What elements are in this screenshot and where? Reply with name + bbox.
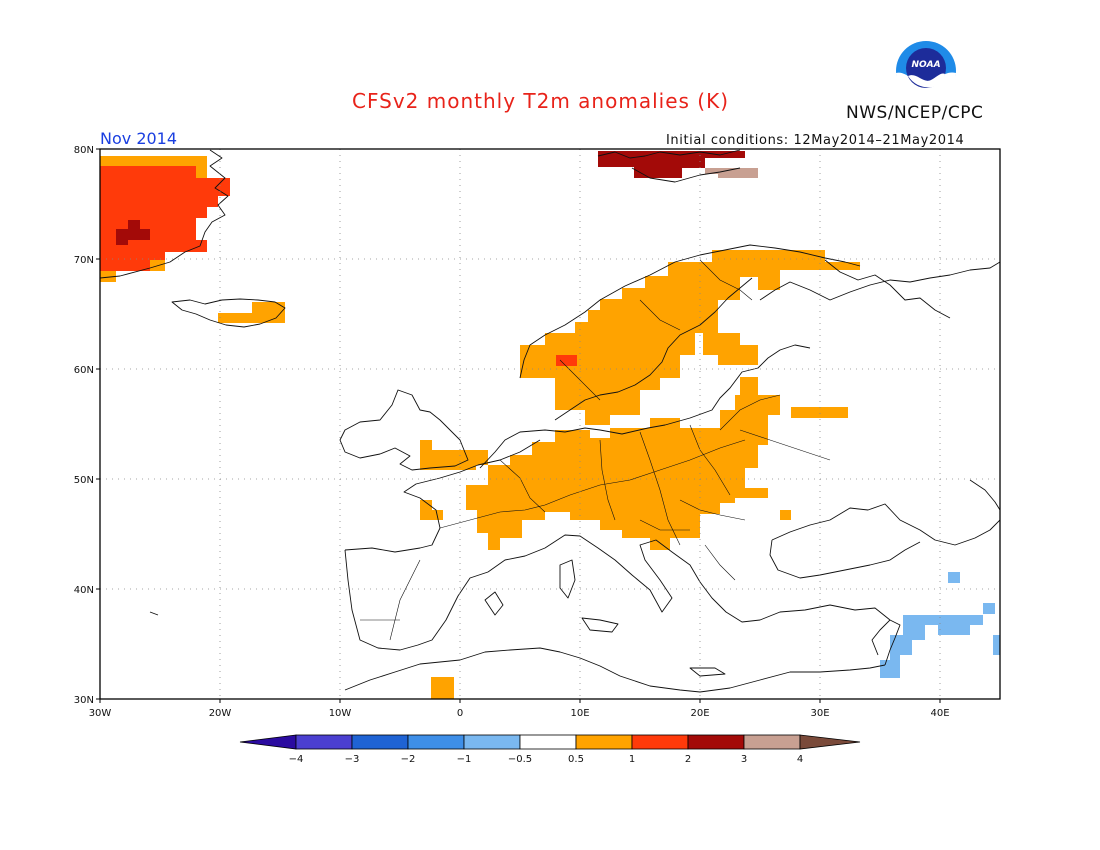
- coastline-black-sea: [769, 503, 1000, 579]
- lon-tick-label: 20W: [209, 708, 232, 719]
- axis-labels: 30N 40N 50N 60N 70N 80N 30W 20W 10W 0 10E 20E 30E 40E: [74, 145, 950, 719]
- anomaly-svalbard-east: [705, 168, 758, 178]
- coastline-caspian: [969, 479, 1000, 511]
- lon-tick-label: 40E: [930, 708, 949, 719]
- anomaly-greenland-east: [100, 166, 230, 282]
- coastline-sweden-east: [554, 277, 753, 421]
- colorbar-label: 2: [685, 754, 691, 765]
- colorbar-swatch: [743, 734, 801, 750]
- anomaly-field: [100, 151, 1000, 699]
- colorbar-swatch: [631, 734, 689, 750]
- initial-conditions: Initial conditions: 12May2014–21May2014: [666, 133, 965, 148]
- colorbar-label: 4: [797, 754, 803, 765]
- coastline-iberia-south: [344, 549, 489, 651]
- coastline-iceland: [171, 298, 286, 328]
- coastline-scandinavia: [519, 244, 861, 379]
- anomaly-iceland: [218, 302, 285, 323]
- lon-tick-label: 30E: [810, 708, 829, 719]
- agency-label: NWS/NCEP/CPC: [846, 103, 984, 123]
- colorbar-label: 1: [629, 754, 635, 765]
- coastline-kola: [824, 259, 951, 319]
- anomaly-uk-south: [420, 440, 488, 470]
- lat-tick-label: 30N: [74, 695, 94, 706]
- lon-tick-label: 0: [457, 708, 463, 719]
- lat-tick-label: 60N: [74, 365, 94, 376]
- colorbar-label: −2: [401, 754, 416, 765]
- colorbar-arrow-high: [799, 734, 861, 750]
- coastline-uk-ireland: [339, 389, 469, 471]
- noaa-logo-icon: NOAA: [896, 41, 956, 102]
- lon-tick-label: 10E: [570, 708, 589, 719]
- anomaly-black-sea-north: [780, 510, 791, 520]
- colorbar-label: −3: [345, 754, 360, 765]
- anomaly-france-west: [420, 500, 443, 520]
- lat-tick-label: 80N: [74, 145, 94, 156]
- coastline-greenland: [100, 149, 229, 279]
- map-frame: [99, 148, 1001, 700]
- colorbar-label: 3: [741, 754, 747, 765]
- coastline-svalbard: [597, 149, 741, 183]
- lon-tick-label: 20E: [690, 708, 709, 719]
- anomaly-greenland-max: [116, 220, 150, 245]
- anomaly-iberia-south: [431, 677, 454, 699]
- anomaly-norway-local: [556, 355, 577, 366]
- lon-tick-label: 30W: [89, 708, 112, 719]
- forecast-month: Nov 2014: [100, 129, 178, 148]
- colorbar-swatch: [575, 734, 633, 750]
- svg-text:NOAA: NOAA: [911, 60, 940, 70]
- colorbar-label: 0.5: [568, 754, 584, 765]
- colorbar-label: −4: [289, 754, 304, 765]
- anomaly-central-europe: [466, 377, 780, 550]
- colorbar-swatch: [407, 734, 465, 750]
- lat-tick-label: 50N: [74, 475, 94, 486]
- colorbar-swatch: [295, 734, 353, 750]
- colorbar: −4 −3 −2 −1 −0.5 0.5 1 2 3 4: [239, 734, 861, 765]
- lat-tick-label: 70N: [74, 255, 94, 266]
- colorbar-swatch: [351, 734, 409, 750]
- anomaly-scandinavia: [520, 250, 860, 425]
- anomaly-finland-south: [703, 333, 758, 365]
- coastline-white-sea: [759, 261, 1000, 301]
- colorbar-label: −1: [457, 754, 472, 765]
- colorbar-swatch: [519, 734, 577, 750]
- colorbar-swatch: [463, 734, 521, 750]
- colorbar-swatch: [687, 734, 745, 750]
- coastline-iberia-france: [344, 439, 541, 553]
- coastline-baltic-north-sea: [479, 344, 811, 469]
- anomaly-middle-east: [880, 615, 983, 678]
- colorbar-label: −0.5: [508, 754, 532, 765]
- lat-tick-label: 40N: [74, 585, 94, 596]
- borders: [360, 259, 831, 641]
- lon-tick-label: 10W: [329, 708, 352, 719]
- anomaly-greenland-edge: [100, 260, 165, 282]
- coastline-levant: [871, 619, 901, 666]
- chart-title: CFSv2 monthly T2m anomalies (K): [352, 89, 729, 113]
- coastline-islands: [149, 559, 726, 677]
- colorbar-arrow-low: [239, 734, 297, 750]
- coastlines: [100, 149, 1000, 693]
- coastline-mediterranean-north: [487, 534, 891, 623]
- coastline-north-africa: [344, 647, 886, 693]
- anomaly-middle-east-spots: [948, 572, 1000, 655]
- gridlines: [100, 149, 1000, 699]
- anomaly-greenland-north: [100, 156, 207, 178]
- anomaly-russia-strip: [791, 407, 848, 418]
